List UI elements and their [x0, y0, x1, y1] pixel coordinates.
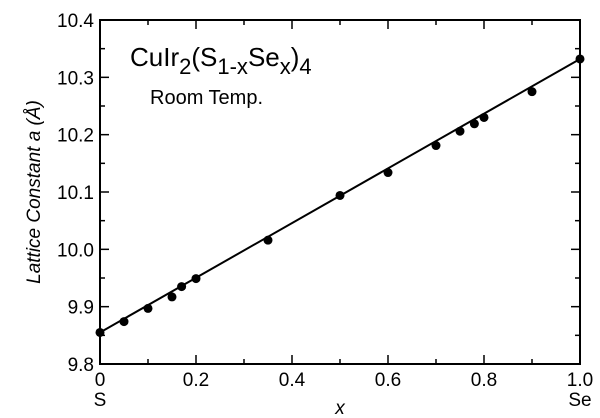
y-tick-label: 10.3 — [57, 68, 94, 89]
x-tick-label: 0.2 — [183, 370, 209, 391]
formula-sub-x: x — [280, 54, 291, 79]
formula-base: CuIr — [130, 42, 179, 72]
data-point — [143, 303, 153, 313]
y-ticks — [100, 19, 580, 365]
x-tick-label: 0 — [95, 370, 106, 391]
x-end-label-right: Se — [568, 390, 591, 411]
data-point — [431, 141, 441, 151]
y-tick-label: 10.4 — [57, 11, 94, 32]
x-end-label-left: S — [94, 390, 107, 411]
formula-sub-2: 2 — [179, 54, 191, 79]
data-point — [191, 274, 201, 284]
data-point — [167, 292, 177, 302]
formula-se: Se — [248, 42, 280, 72]
data-point — [177, 282, 187, 292]
formula-sub-4: 4 — [299, 54, 311, 79]
y-tick-label: 10.0 — [57, 240, 94, 261]
data-point — [335, 190, 345, 200]
x-tick-label: 1.0 — [567, 370, 593, 391]
data-point — [95, 327, 105, 337]
x-tick-label: 0.8 — [471, 370, 497, 391]
x-tick-labels: 0 0.2 0.4 0.6 0.8 1.0 — [95, 370, 594, 391]
data-point — [469, 119, 479, 129]
x-axis-title: x — [334, 398, 346, 418]
data-point — [119, 317, 129, 327]
x-tick-label: 0.6 — [375, 370, 401, 391]
y-axis-title: Lattice Constant a (Å) — [24, 100, 45, 284]
formula-open: (S — [191, 42, 217, 72]
data-point — [263, 235, 273, 245]
y-tick-label: 9.8 — [68, 355, 94, 376]
formula-sub-1-x: 1-x — [217, 54, 248, 79]
x-ticks — [99, 20, 581, 364]
data-points — [95, 54, 585, 337]
data-point — [455, 126, 465, 136]
data-point — [383, 168, 393, 178]
y-tick-label: 9.9 — [68, 298, 94, 319]
data-point — [575, 54, 585, 64]
formula-close: ) — [291, 42, 300, 72]
y-tick-label: 10.1 — [57, 183, 94, 204]
formula-annotation: CuIr2(S1-xSex)4 Room Temp. — [130, 42, 312, 109]
svg-text:CuIr2(S1-xSex)4: CuIr2(S1-xSex)4 — [130, 42, 312, 79]
y-tick-label: 10.2 — [57, 126, 94, 147]
condition-label: Room Temp. — [150, 87, 263, 109]
data-point — [527, 87, 537, 97]
data-point — [479, 112, 489, 122]
x-tick-label: 0.4 — [279, 370, 306, 391]
y-tick-labels: 9.8 9.9 10.0 10.1 10.2 10.3 10.4 — [57, 11, 94, 376]
